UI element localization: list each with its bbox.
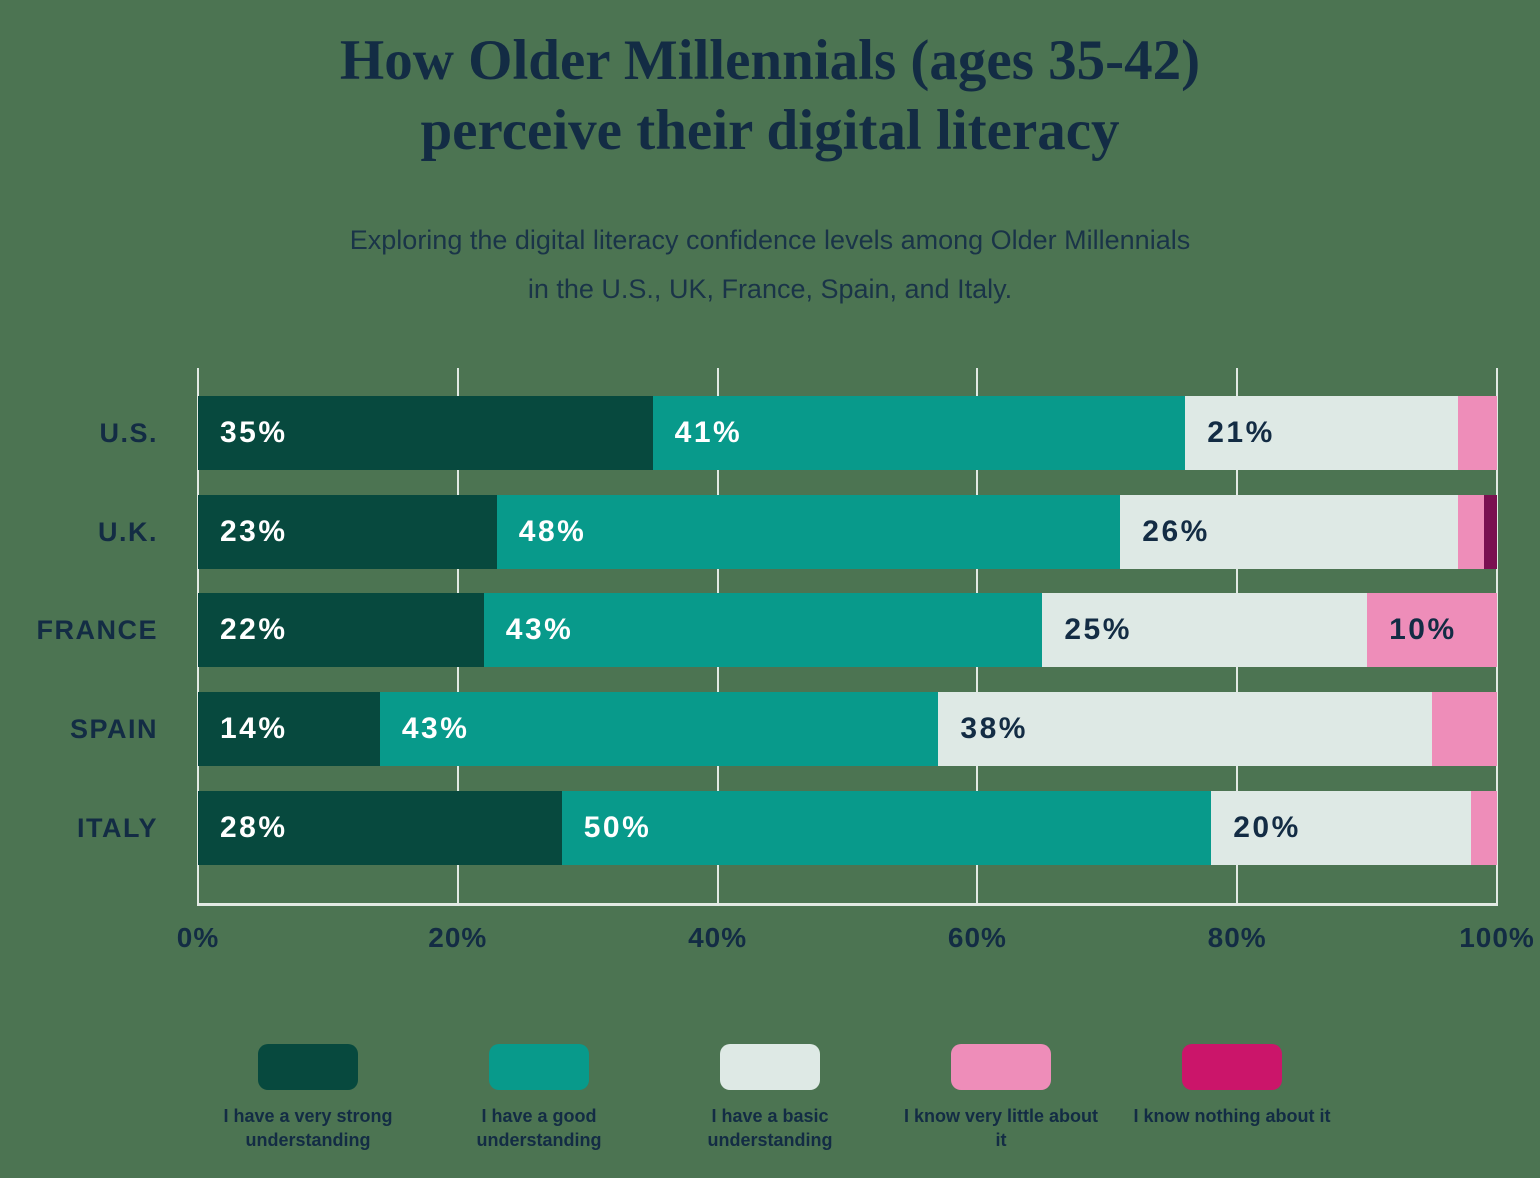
bar-segment-series-3: 26% — [1120, 495, 1459, 569]
x-axis: 0% 20% 40% 60% 80% 100% — [177, 922, 1534, 962]
legend-label-1: I have a very strong understanding — [223, 1106, 393, 1150]
chart-subtitle: Exploring the digital literacy confidenc… — [0, 216, 1540, 314]
legend-item-3: I have a basic understanding — [655, 1044, 886, 1152]
legend-label-4: I know very little about it — [903, 1106, 1099, 1150]
bar-row-france: FRANCE 22% 43% 25% 10% — [37, 593, 1497, 667]
bar-track: 14% 43% 38% — [198, 692, 1497, 766]
gridline-100 — [1496, 368, 1498, 906]
bar-segment-series-4: 10% — [1367, 593, 1497, 667]
bar-segment-value: 48% — [518, 515, 587, 548]
bar-segment-series-1: 22% — [198, 593, 484, 667]
bar-segment-value: 21% — [1207, 416, 1275, 449]
bar-segment-value: 20% — [1233, 811, 1301, 844]
bar-segment-series-2: 43% — [379, 692, 939, 766]
bar-segment-value: 43% — [505, 613, 574, 646]
legend-item-1: I have a very strong understanding — [193, 1044, 424, 1152]
bar-segment-value: 43% — [401, 712, 470, 745]
chart-subtitle-line2: in the U.S., UK, France, Spain, and Ital… — [527, 274, 1013, 304]
bar-segment-series-3: 38% — [938, 692, 1433, 766]
bar-track: 35% 41% 21% — [198, 396, 1497, 470]
legend-label-5: I know nothing about it — [1133, 1106, 1331, 1126]
bar-segment-value: 22% — [220, 613, 288, 646]
bar-segment-series-3: 25% — [1042, 593, 1368, 667]
category-label: U.K. — [98, 517, 158, 547]
bar-segment-series-4 — [1471, 791, 1497, 865]
chart-title-line1: How Older Millennials (ages 35-42) — [339, 29, 1201, 92]
bar-segment-value: 35% — [220, 416, 288, 449]
chart-title-line2: perceive their digital literacy — [420, 99, 1120, 162]
bar-segment-series-2: 50% — [561, 791, 1212, 865]
bar-row-spain: SPAIN 14% 43% 38% — [70, 692, 1497, 766]
bar-row-us: U.S. 35% 41% 21% — [99, 396, 1497, 470]
legend-item-5: I know nothing about it — [1117, 1044, 1348, 1152]
legend-swatch-5 — [1182, 1044, 1282, 1090]
category-label: U.S. — [99, 418, 158, 448]
chart-subtitle-line1: Exploring the digital literacy confidenc… — [349, 225, 1191, 255]
bar-segment-series-4 — [1458, 396, 1497, 470]
bar-row-uk: U.K. 23% 48% 26% — [98, 495, 1497, 569]
legend-label-3: I have a basic understanding — [707, 1106, 833, 1150]
legend-item-2: I have a good understanding — [424, 1044, 655, 1152]
x-axis-line — [198, 903, 1497, 906]
x-axis-tick-label: 80% — [1207, 922, 1267, 953]
bar-segment-series-2: 41% — [652, 396, 1186, 470]
category-label: SPAIN — [69, 714, 158, 744]
x-axis-tick-label: 0% — [176, 922, 220, 953]
legend-swatch-2 — [489, 1044, 589, 1090]
bar-segment-series-1: 14% — [198, 692, 380, 766]
bar-segment-series-3: 20% — [1211, 791, 1472, 865]
bar-segment-value: 38% — [960, 712, 1028, 745]
category-label: FRANCE — [36, 615, 158, 645]
bar-track: 22% 43% 25% 10% — [198, 593, 1497, 667]
x-axis-tick-label: 60% — [947, 922, 1007, 953]
legend-swatch-1 — [258, 1044, 358, 1090]
x-axis-tick-label: 100% — [1459, 922, 1535, 953]
bar-segment-value: 25% — [1064, 613, 1132, 646]
bar-row-italy: ITALY 28% 50% 20% — [77, 791, 1497, 865]
x-axis-tick-label: 40% — [688, 922, 748, 953]
bar-segment-series-4 — [1458, 495, 1484, 569]
plot-area: U.S. 35% 41% 21% U.K. 23% 48% 26% FRANCE 22% 43% 25… — [37, 368, 1498, 906]
legend-item-4: I know very little about it — [886, 1044, 1117, 1152]
bar-segment-value: 10% — [1389, 613, 1457, 646]
x-axis-tick-label: 20% — [428, 922, 488, 953]
legend-swatch-4 — [951, 1044, 1051, 1090]
bar-segment-value: 41% — [674, 416, 743, 449]
bar-segment-value: 50% — [583, 811, 652, 844]
bar-segment-series-2: 43% — [483, 593, 1043, 667]
bar-segment-value: 23% — [220, 515, 288, 548]
bar-segment-series-3: 21% — [1185, 396, 1458, 470]
bar-segment-value: 26% — [1142, 515, 1210, 548]
legend-swatch-3 — [720, 1044, 820, 1090]
chart-title: How Older Millennials (ages 35-42) perce… — [0, 26, 1540, 166]
bar-segment-value: 28% — [220, 811, 288, 844]
legend: I have a very strong understanding I have… — [0, 1044, 1540, 1152]
bar-track: 28% 50% 20% — [198, 791, 1497, 865]
bar-segment-series-1: 35% — [198, 396, 653, 470]
bar-segment-series-1: 28% — [198, 791, 562, 865]
bar-segment-series-4 — [1432, 692, 1497, 766]
bar-segment-series-1: 23% — [198, 495, 497, 569]
bar-segment-value: 14% — [220, 712, 288, 745]
bar-segment-series-5 — [1483, 495, 1497, 569]
legend-label-2: I have a good understanding — [476, 1106, 602, 1150]
bar-track: 23% 48% 26% — [198, 495, 1497, 569]
category-label: ITALY — [76, 813, 158, 843]
bar-segment-series-2: 48% — [496, 495, 1121, 569]
